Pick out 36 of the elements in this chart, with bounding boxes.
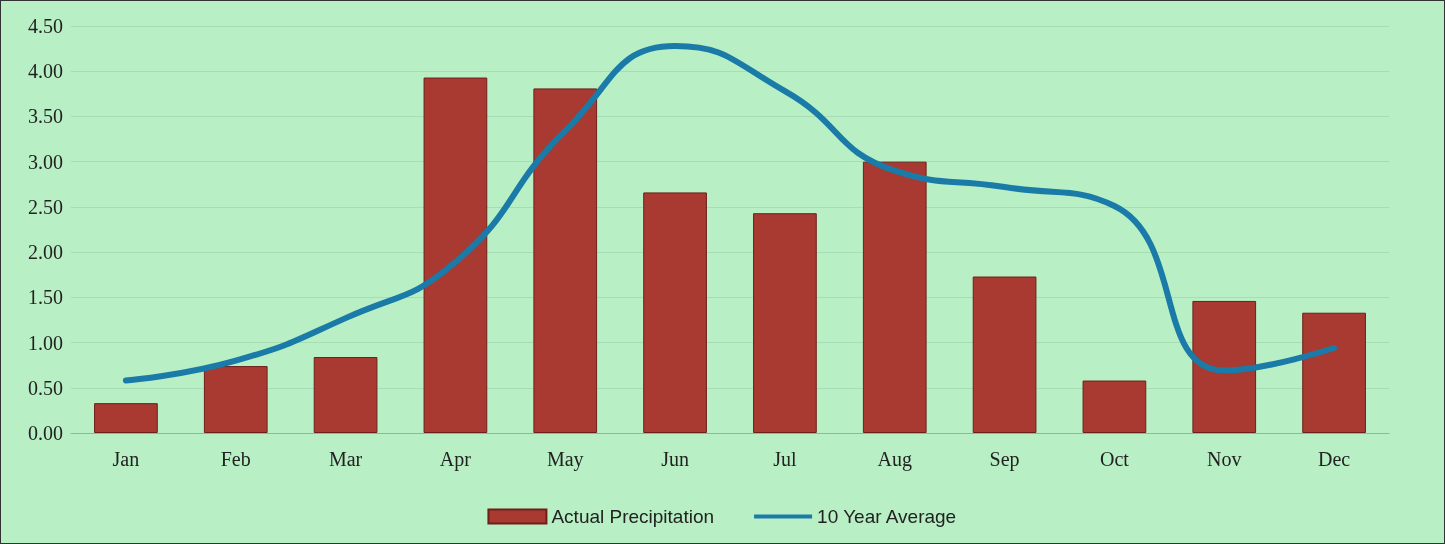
y-tick-label: 0.50 <box>28 376 63 399</box>
y-tick-label: 4.00 <box>28 60 63 83</box>
bar <box>1082 380 1147 433</box>
y-tick-label: 1.50 <box>28 286 63 309</box>
y-tick-label: 4.50 <box>28 15 63 37</box>
bar <box>862 161 927 433</box>
legend-label: Actual Precipitation <box>551 506 715 527</box>
bar <box>533 88 598 433</box>
legend-label: 10 Year Average <box>817 506 957 527</box>
x-tick-label: Oct <box>1099 448 1130 470</box>
bar <box>1192 300 1257 433</box>
x-tick-label: Sep <box>989 448 1020 471</box>
y-tick-label: 2.50 <box>28 195 63 218</box>
y-tick-label: 1.00 <box>28 331 63 354</box>
bar <box>643 192 707 433</box>
bar <box>203 366 268 433</box>
x-tick-label: Jan <box>112 448 140 470</box>
bar <box>423 77 488 433</box>
bar <box>94 403 158 433</box>
x-tick-label: Mar <box>328 448 363 470</box>
bar <box>972 276 1037 433</box>
bar <box>313 357 378 433</box>
x-tick-label: Jul <box>773 448 798 470</box>
x-tick-label: Aug <box>877 448 912 471</box>
y-tick-label: 3.00 <box>28 150 63 173</box>
x-tick-label: Jun <box>661 448 689 470</box>
bar <box>1302 312 1366 433</box>
x-tick-label: Feb <box>220 448 251 470</box>
bar <box>753 213 817 433</box>
x-tick-label: Dec <box>1317 448 1351 470</box>
y-tick-label: 3.50 <box>28 105 63 128</box>
y-tick-label: 0.00 <box>28 422 63 444</box>
y-tick-label: 2.00 <box>28 241 63 264</box>
x-tick-label: Nov <box>1207 448 1242 470</box>
x-tick-label: May <box>546 448 584 471</box>
x-tick-label: Apr <box>439 448 472 471</box>
